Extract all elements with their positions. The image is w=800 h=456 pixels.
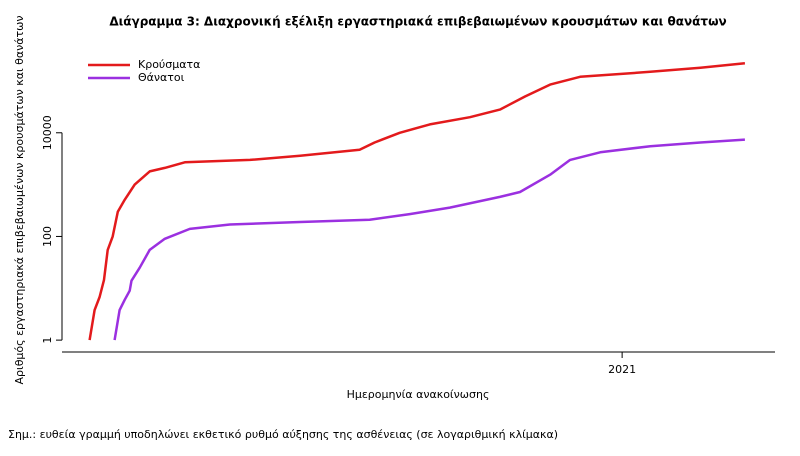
x-tick-label: 2021 (608, 363, 636, 376)
series-line (113, 138, 745, 341)
y-tick-label: 10000 (41, 115, 54, 150)
chart-title: Διάγραμμα 3: Διαχρονική εξέλιξη εργαστηρ… (109, 15, 726, 29)
y-tick-label: 100 (41, 226, 54, 247)
y-tick-label: 1 (41, 337, 54, 344)
legend-label: Θάνατοι (138, 71, 185, 84)
note: Σημ.: ευθεία γραμμή υποδηλώνει εκθετικό … (8, 428, 558, 441)
series-line (88, 61, 746, 341)
legend-label: Κρούσματα (138, 58, 200, 71)
x-axis-label: Ημερομηνία ανακοίνωσης (347, 388, 490, 401)
y-axis-label: Αριθμός εργαστηριακά επιβεβαιωμένων κρου… (13, 15, 26, 384)
